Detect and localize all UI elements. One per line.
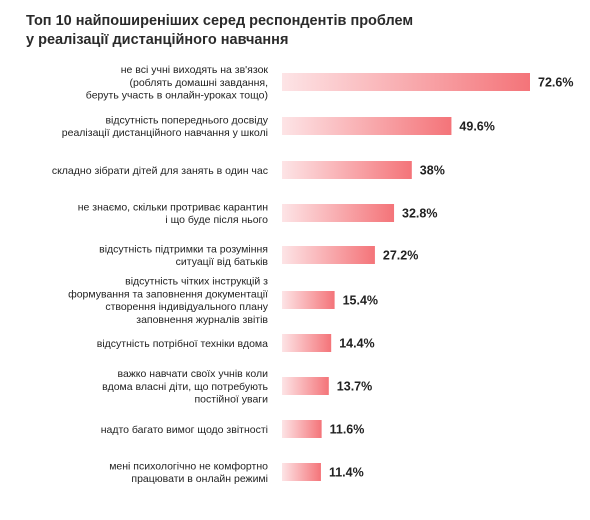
category-label-line: не всі учні виходять на зв'язок — [121, 64, 269, 76]
category-label-line: складно зібрати дітей для занять в один … — [52, 165, 268, 177]
category-label-line: мені психологічно не комфортно — [109, 460, 268, 472]
category-label-line: і що буде після нього — [165, 214, 268, 226]
category-label-line: постійної уваги — [195, 394, 269, 406]
bar-row: 11.4% мені психологічно не комфортно працю… — [109, 460, 364, 485]
bar-row: 49.6% відсутність попереднього досвіду реа… — [62, 114, 495, 139]
category-label: не всі учні виходять на зв'язок (роблять … — [86, 64, 269, 102]
category-label-line: надто багато вимог щодо звітності — [101, 424, 268, 436]
bar-row: 38% складно зібрати дітей для занять в од… — [52, 161, 445, 179]
value-label: 32.8% — [402, 207, 437, 221]
chart-title-line-2: у реалізації дистанційного навчання — [26, 32, 289, 48]
category-label: відсутність потрібної техніки вдома — [97, 338, 268, 350]
value-label: 38% — [420, 164, 445, 178]
bar — [282, 117, 452, 135]
category-label: відсутність попереднього досвіду реалізац… — [62, 114, 269, 139]
bar — [282, 73, 530, 91]
bar — [282, 161, 412, 179]
bar-row: 27.2% відсутність підтримки та розуміння с… — [99, 243, 418, 268]
category-label-line: заповнення журналів звітів — [136, 314, 268, 326]
category-label-line: беруть участь в онлайн-уроках тощо) — [86, 90, 268, 102]
category-label: мені психологічно не комфортно працювати … — [109, 460, 268, 485]
bar — [282, 246, 375, 264]
value-label: 72.6% — [538, 76, 573, 90]
category-label-line: вдома власні діти, що потребують — [102, 381, 268, 393]
bar — [282, 291, 335, 309]
category-label: важко навчати своїх учнів коли вдома влас… — [102, 368, 268, 406]
value-label: 15.4% — [343, 294, 378, 308]
bar — [282, 463, 321, 481]
value-label: 49.6% — [459, 120, 494, 134]
category-label-line: відсутність чітких інструкцій з — [125, 276, 268, 288]
category-label: надто багато вимог щодо звітності — [101, 424, 268, 436]
value-label: 13.7% — [337, 380, 372, 394]
category-label: не знаємо, скільки протриває карантин і щ… — [78, 201, 268, 226]
bar — [282, 334, 332, 352]
bar-row: 13.7% важко навчати своїх учнів коли вдома… — [102, 368, 372, 406]
category-label-line: формування та заповнення документації — [68, 288, 268, 300]
value-label: 14.4% — [339, 337, 374, 351]
category-label-line: відсутність підтримки та розуміння — [99, 243, 268, 255]
bar-row: 11.6% надто багато вимог щодо звітності — [101, 420, 365, 438]
category-label: складно зібрати дітей для занять в один … — [52, 165, 268, 177]
value-label: 27.2% — [383, 249, 418, 263]
bar — [282, 420, 322, 438]
chart-title-line-1: Топ 10 найпоширеніших серед респондентів… — [26, 13, 414, 29]
category-label: відсутність підтримки та розуміння ситуац… — [99, 243, 268, 268]
category-label-line: (роблять домашні завдання, — [129, 77, 268, 89]
category-label-line: працювати в онлайн режимі — [131, 473, 268, 485]
bar-row: 32.8% не знаємо, скільки протриває карант… — [78, 201, 438, 226]
bar — [282, 377, 329, 395]
bar-row: 72.6% не всі учні виходять на зв'язок (роб… — [86, 64, 574, 102]
chart-title: Топ 10 найпоширеніших серед респондентів… — [26, 12, 413, 50]
bar — [282, 204, 395, 222]
bar-row: 14.4% відсутність потрібної техніки вдома — [97, 334, 375, 352]
category-label-line: реалізації дистанційного навчання у школ… — [62, 127, 268, 139]
category-label: відсутність чітких інструкцій з формуванн… — [68, 276, 269, 326]
category-label-line: відсутність попереднього досвіду — [105, 114, 268, 126]
bar-row: 15.4% відсутність чітких інструкцій з форм… — [68, 276, 378, 326]
value-label: 11.6% — [330, 423, 365, 437]
value-label: 11.4% — [329, 466, 364, 480]
category-label-line: не знаємо, скільки протриває карантин — [78, 201, 268, 213]
category-label-line: відсутність потрібної техніки вдома — [97, 338, 268, 350]
category-label-line: створення індивідуального плану — [105, 301, 268, 313]
bar-rows: 72.6% не всі учні виходять на зв'язок (роб… — [52, 64, 574, 485]
category-label-line: ситуації від батьків — [176, 256, 269, 268]
category-label-line: важко навчати своїх учнів коли — [117, 368, 268, 380]
